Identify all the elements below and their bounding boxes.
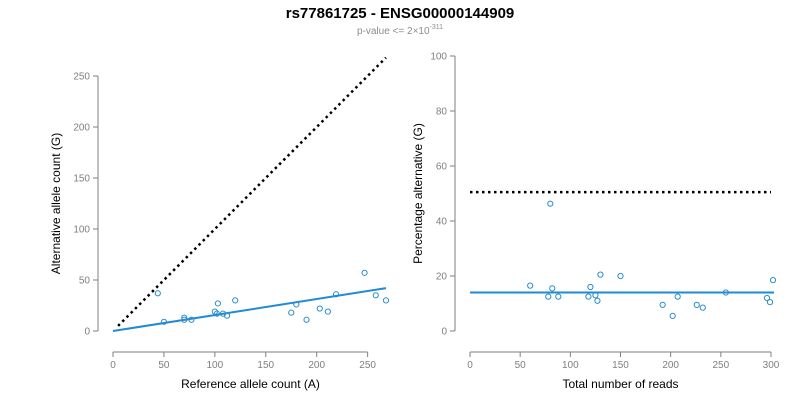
data-point <box>597 271 604 278</box>
data-point <box>527 282 534 289</box>
y-tick-label: 60 <box>436 162 448 173</box>
x-tick-label: 50 <box>158 360 170 371</box>
x-tick-label: 0 <box>467 360 473 371</box>
chart-subtitle: p-value <= 2×10-311 <box>0 24 800 37</box>
data-point <box>555 293 562 300</box>
y-tick-label: 150 <box>73 174 90 185</box>
x-tick-label: 250 <box>359 360 376 371</box>
data-point <box>154 290 161 297</box>
data-point <box>211 308 218 315</box>
fit-line <box>112 287 387 332</box>
data-point <box>617 272 624 280</box>
data-point <box>766 299 774 306</box>
data-point <box>288 309 295 316</box>
x-tick-label: 200 <box>308 360 325 371</box>
data-point <box>722 289 729 296</box>
data-point <box>674 293 681 300</box>
data-point <box>763 294 771 302</box>
y-tick-label: 20 <box>436 272 448 283</box>
y-axis-label: Alternative allele count (G) <box>49 133 63 274</box>
y-tick-label: 200 <box>73 123 90 134</box>
x-tick-label: 200 <box>662 360 679 371</box>
p-value-exponent: -311 <box>429 24 444 31</box>
y-tick-label: 100 <box>430 52 447 63</box>
panel-percentage-alternative: 0 50 100 150 200 250 300 0 20 40 60 80 100 Total numb… <box>411 52 780 392</box>
data-point <box>214 300 222 307</box>
data-point <box>181 316 188 323</box>
data-point <box>585 293 592 300</box>
data-point <box>549 285 556 292</box>
data-point <box>699 304 706 311</box>
x-tick-label: 300 <box>763 360 780 371</box>
x-tick-label: 150 <box>612 360 629 371</box>
data-point <box>693 301 700 308</box>
x-tick-label: 50 <box>515 360 527 371</box>
data-point <box>213 310 220 317</box>
data-point <box>232 297 239 304</box>
data-point <box>587 283 594 291</box>
data-point <box>669 312 676 319</box>
x-tick-label: 250 <box>712 360 729 371</box>
data-point <box>592 292 599 299</box>
reference-line <box>117 56 387 327</box>
x-axis-label: Reference allele count (A) <box>181 377 320 391</box>
panel-allele-counts: 0 50 100 150 200 250 0 50 100 150 200 250 Reference … <box>49 56 390 391</box>
p-value-text: p-value <= 2×10 <box>356 26 430 37</box>
y-tick-label: 250 <box>73 72 90 83</box>
data-point <box>324 308 332 315</box>
y-tick-label: 80 <box>436 107 448 118</box>
data-point <box>372 292 379 299</box>
y-tick-label: 0 <box>441 327 447 338</box>
data-point <box>545 293 552 300</box>
y-tick-label: 100 <box>73 225 90 236</box>
data-point <box>293 301 300 308</box>
x-axis-label: Total number of reads <box>562 377 678 391</box>
data-point <box>316 305 323 312</box>
x-tick-label: 100 <box>207 360 224 371</box>
x-tick-label: 100 <box>562 360 579 371</box>
y-axis-label: Percentage alternative (G) <box>411 123 425 264</box>
data-point <box>594 297 601 304</box>
data-point <box>547 200 554 207</box>
chart-title: rs77861725 - ENSG00000144909 <box>285 5 515 22</box>
data-point <box>332 291 340 298</box>
data-point <box>361 269 368 276</box>
data-point <box>181 314 188 321</box>
x-tick-label: 0 <box>110 360 116 371</box>
y-tick-label: 0 <box>84 327 90 338</box>
x-tick-label: 150 <box>257 360 274 371</box>
data-point <box>160 318 168 325</box>
data-point <box>223 312 231 319</box>
data-point <box>769 277 777 284</box>
data-point <box>188 316 195 323</box>
data-point <box>382 297 390 304</box>
y-tick-label: 40 <box>436 217 448 228</box>
data-point <box>659 301 666 308</box>
y-tick-label: 50 <box>79 276 91 287</box>
data-point <box>303 316 310 323</box>
